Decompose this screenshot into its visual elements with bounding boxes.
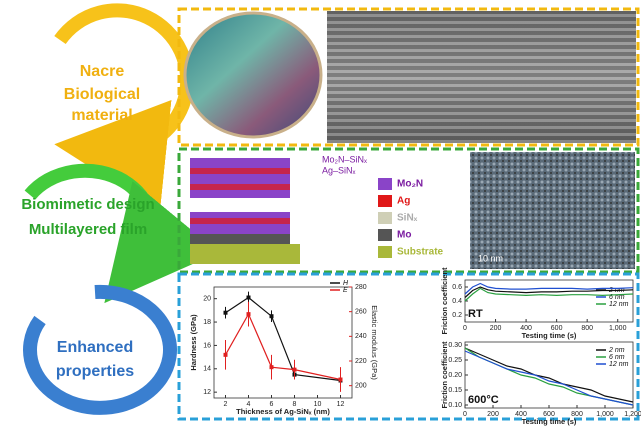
y-tick-label: 0.20 — [448, 372, 462, 379]
scale-label: 10 nm — [478, 253, 503, 263]
tem-image — [470, 152, 635, 269]
x-axis-title: Thickness of Ag-SiNₓ (nm) — [236, 407, 330, 416]
legend-label: Ag — [397, 196, 410, 207]
y-tick-label: 0.30 — [448, 342, 462, 349]
layer-substrate — [190, 244, 300, 264]
y2-tick-label: 280 — [355, 284, 367, 291]
y-axis-title: Hardness (GPa) — [189, 314, 198, 371]
x-tick-label: 1,200 — [624, 411, 641, 418]
layer-label: Mo₂N–SiNₓ — [322, 154, 367, 164]
y2-tick-label: 260 — [355, 309, 367, 316]
y-tick-label: 14 — [203, 366, 211, 373]
y2-axis-title: Elastic modulus (GPa) — [370, 305, 379, 380]
data-point — [339, 378, 343, 382]
layer-mo — [190, 234, 290, 244]
x-tick-label: 2 — [224, 401, 228, 408]
legend-label: SiNₓ — [397, 213, 418, 224]
x-tick-label: 0 — [463, 325, 467, 332]
layer-ag — [190, 168, 290, 174]
y-tick-label: 12 — [203, 389, 211, 396]
legend-swatch — [378, 178, 392, 190]
y-tick-label: 0.6 — [452, 284, 462, 291]
y-tick-label: 18 — [203, 319, 211, 326]
shell-photo — [185, 13, 321, 137]
x-tick-label: 1,000 — [609, 325, 627, 332]
y-axis-title: Friction coefficient — [440, 267, 449, 335]
layer-block — [190, 158, 290, 198]
legend-swatch — [378, 229, 392, 241]
legend-label: 2 nm — [608, 347, 625, 354]
label: Enhanced — [57, 339, 133, 356]
legend-label: Mo — [397, 230, 411, 241]
legend-label: Mo₂N — [397, 179, 423, 190]
y-tick-label: 20 — [203, 296, 211, 303]
x-tick-label: 200 — [487, 411, 499, 418]
legend-swatch — [378, 212, 392, 224]
x-tick-label: 200 — [490, 325, 502, 332]
x-axis-title: Testing time (s) — [522, 331, 577, 340]
legend-swatch — [378, 195, 392, 207]
y-tick-label: 0.4 — [452, 298, 462, 305]
label: Nacre — [80, 63, 125, 80]
x-tick-label: 800 — [581, 325, 593, 332]
graphical-abstract: Nacre Biological material Biomimetic des… — [0, 0, 641, 426]
y-tick-label: 0.25 — [448, 357, 462, 364]
y-tick-label: 0.10 — [448, 402, 462, 409]
layer-ag — [190, 218, 290, 224]
label: properties — [56, 363, 134, 380]
y-tick-label: 0.2 — [452, 312, 462, 319]
y-axis-title: Friction coefficient — [440, 341, 449, 409]
y2-tick-label: 200 — [355, 383, 367, 390]
data-point — [224, 311, 228, 315]
x-tick-label: 1,000 — [596, 411, 614, 418]
label: material — [71, 107, 132, 124]
data-point — [247, 296, 251, 300]
annotation: RT — [468, 308, 483, 320]
legend-label: 12 nm — [609, 361, 629, 368]
legend-label: 6 nm — [609, 354, 625, 361]
label: Biomimetic design — [21, 196, 154, 213]
x-axis-title: Testing time (s) — [522, 417, 577, 426]
y-tick-label: 16 — [203, 342, 211, 349]
x-tick-label: 0 — [463, 411, 467, 418]
label: Biological — [64, 86, 140, 103]
y-tick-label: 0.15 — [448, 387, 462, 394]
layer-label: Ag–SiNₓ — [322, 165, 356, 175]
data-point — [270, 365, 274, 369]
label: Multilayered film — [29, 221, 147, 238]
x-tick-label: 12 — [337, 401, 345, 408]
legend-swatch — [378, 246, 392, 258]
data-point — [224, 353, 228, 357]
y2-tick-label: 240 — [355, 333, 367, 340]
data-point — [270, 314, 274, 318]
legend-label: Substrate — [397, 247, 444, 258]
legend-label: E — [343, 287, 348, 294]
data-point — [247, 312, 251, 316]
layer-ag — [190, 184, 290, 190]
y2-tick-label: 220 — [355, 358, 367, 365]
data-point — [293, 368, 297, 372]
sem-shade — [327, 11, 636, 143]
legend-label: 12 nm — [609, 301, 629, 308]
annotation: 600°C — [468, 394, 499, 406]
